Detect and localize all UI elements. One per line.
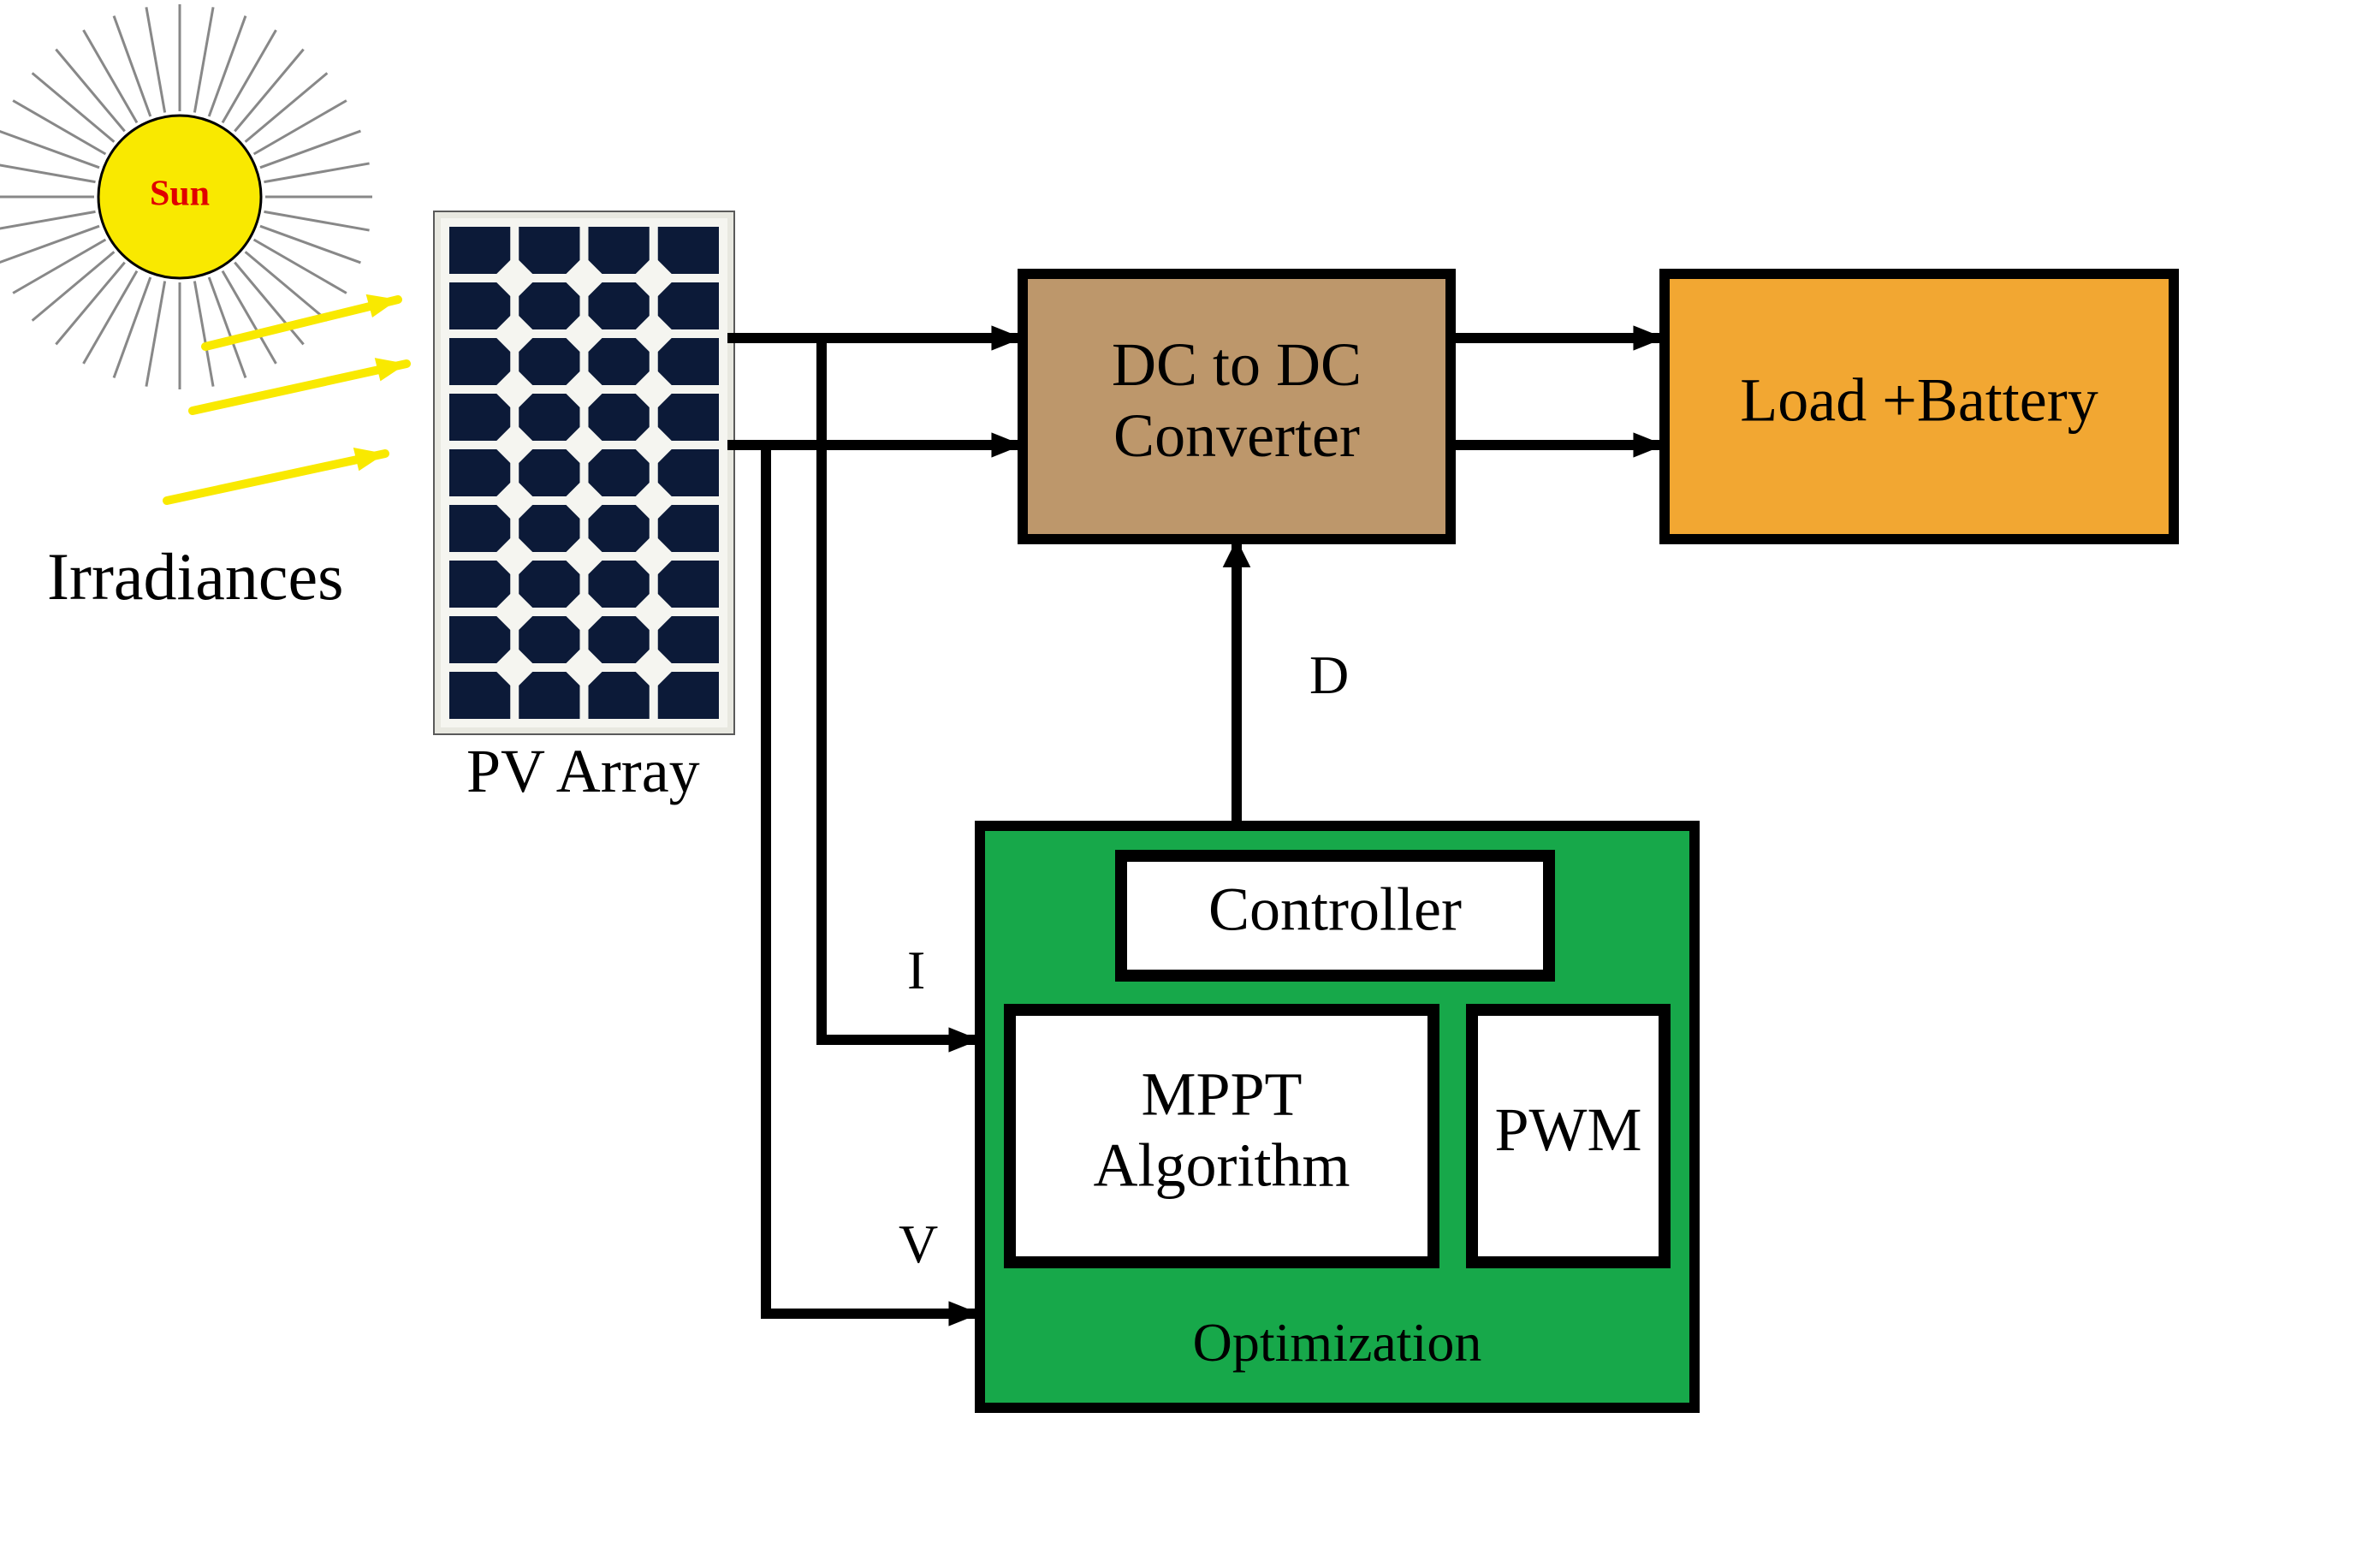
sun-icon: Sun [0, 4, 372, 389]
svg-text:Load +Battery: Load +Battery [1740, 366, 2098, 435]
svg-text:DC to DC: DC to DC [1112, 330, 1362, 399]
svg-text:Converter: Converter [1113, 401, 1360, 470]
dcdc-converter-box: DC to DCConverter [1023, 274, 1451, 539]
label-V: V [899, 1214, 938, 1274]
sun-label: Sun [150, 175, 210, 214]
svg-text:PWM: PWM [1494, 1095, 1641, 1164]
label-irradiances: Irradiances [47, 539, 343, 614]
pv-array-icon [434, 211, 734, 734]
svg-text:MPPT: MPPT [1141, 1060, 1302, 1129]
label-pv_array: PV Array [466, 737, 700, 805]
optimization-label: Optimization [1193, 1312, 1482, 1373]
svg-text:Controller: Controller [1208, 875, 1462, 944]
load-battery-box: Load +Battery [1665, 274, 2174, 539]
pv-bot-tap-down-V [766, 445, 980, 1314]
label-I: I [907, 940, 925, 1000]
svg-text:Algorithm: Algorithm [1094, 1131, 1350, 1199]
label-D: D [1309, 644, 1349, 705]
optimization-box: Controller MPPTAlgorithm PWM Optimization [980, 826, 1694, 1408]
